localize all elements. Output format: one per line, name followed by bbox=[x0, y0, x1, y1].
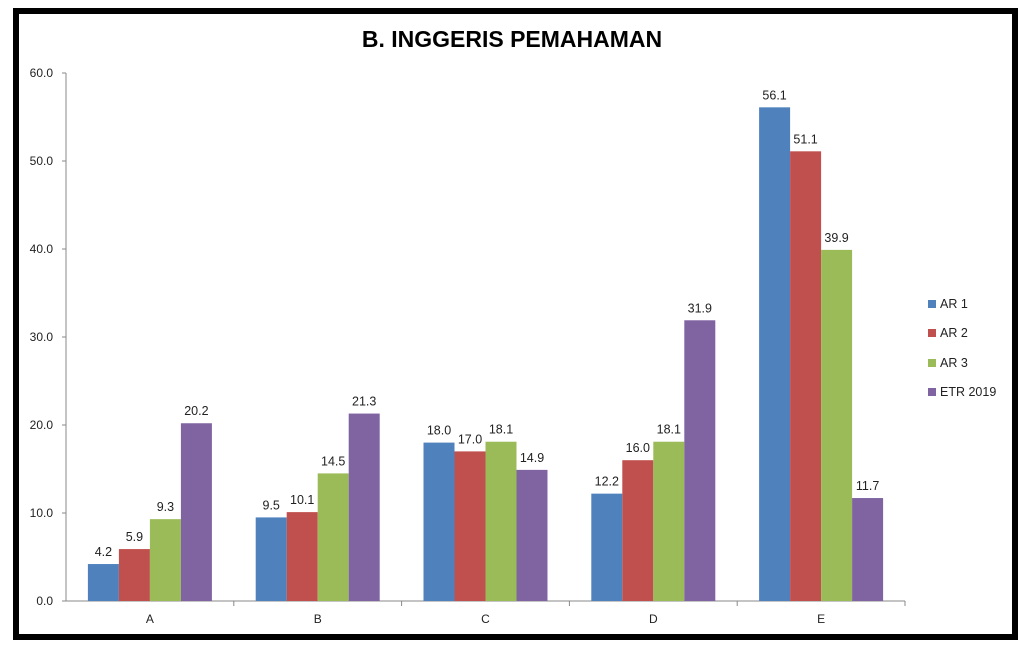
bar bbox=[317, 473, 349, 601]
data-label: 21.3 bbox=[352, 395, 376, 409]
data-label: 12.2 bbox=[595, 475, 619, 489]
legend: AR 1 AR 2 AR 3 ETR 2019 bbox=[928, 296, 996, 414]
bar bbox=[591, 493, 623, 601]
legend-swatch bbox=[928, 299, 936, 308]
y-tick-label: 10.0 bbox=[30, 506, 54, 520]
bar bbox=[516, 469, 548, 601]
data-label: 10.1 bbox=[290, 493, 314, 507]
y-tick-label: 60.0 bbox=[30, 66, 54, 80]
data-label: 17.0 bbox=[458, 432, 482, 446]
bar bbox=[348, 413, 380, 601]
data-label: 11.7 bbox=[856, 479, 879, 493]
legend-label: AR 3 bbox=[940, 355, 968, 370]
bar bbox=[149, 519, 181, 601]
data-label: 56.1 bbox=[762, 88, 786, 102]
bar bbox=[87, 564, 119, 601]
bar bbox=[286, 512, 318, 601]
bar bbox=[622, 460, 654, 601]
data-label: 16.0 bbox=[626, 441, 650, 455]
x-tick-label: C bbox=[481, 612, 490, 626]
bar bbox=[821, 249, 853, 601]
x-tick-label: E bbox=[817, 612, 825, 626]
data-label: 4.2 bbox=[95, 545, 112, 559]
bar bbox=[423, 442, 455, 601]
bar bbox=[684, 320, 716, 601]
x-tick-label: B bbox=[314, 612, 322, 626]
bar bbox=[759, 107, 791, 601]
data-label: 14.5 bbox=[321, 454, 345, 468]
data-label: 9.3 bbox=[157, 500, 174, 514]
x-tick-label: A bbox=[146, 612, 154, 626]
data-label: 51.1 bbox=[793, 132, 817, 146]
data-label: 20.2 bbox=[184, 404, 208, 418]
data-label: 18.1 bbox=[489, 423, 513, 437]
legend-item: AR 3 bbox=[928, 355, 996, 370]
bar bbox=[180, 423, 212, 601]
legend-swatch bbox=[928, 358, 936, 367]
legend-label: AR 2 bbox=[940, 326, 968, 340]
data-label: 31.9 bbox=[688, 301, 712, 315]
y-tick-label: 50.0 bbox=[30, 154, 54, 168]
bar bbox=[255, 517, 287, 601]
bar bbox=[653, 441, 685, 601]
legend-item: AR 2 bbox=[928, 326, 996, 341]
x-tick-label: D bbox=[649, 612, 658, 626]
bar bbox=[852, 498, 884, 601]
data-label: 5.9 bbox=[126, 530, 143, 544]
data-label: 39.9 bbox=[824, 231, 848, 245]
legend-swatch bbox=[928, 388, 936, 396]
legend-item: AR 1 bbox=[928, 296, 996, 311]
bar bbox=[790, 151, 822, 601]
bar bbox=[118, 549, 150, 601]
y-tick-label: 20.0 bbox=[30, 418, 54, 432]
y-tick-label: 0.0 bbox=[36, 594, 53, 608]
legend-item: ETR 2019 bbox=[928, 385, 996, 400]
y-tick-label: 30.0 bbox=[30, 330, 54, 344]
data-label: 18.0 bbox=[427, 424, 451, 438]
legend-label: ETR 2019 bbox=[940, 385, 997, 399]
chart-title: B. INGGERIS PEMAHAMAN bbox=[361, 26, 663, 52]
data-label: 18.1 bbox=[657, 423, 681, 437]
legend-label: AR 1 bbox=[940, 296, 968, 311]
data-label: 9.5 bbox=[263, 498, 280, 512]
data-label: 14.9 bbox=[520, 451, 544, 465]
bar bbox=[485, 441, 517, 601]
bar bbox=[454, 451, 486, 601]
legend-swatch bbox=[928, 329, 936, 337]
y-tick-label: 40.0 bbox=[30, 242, 54, 256]
